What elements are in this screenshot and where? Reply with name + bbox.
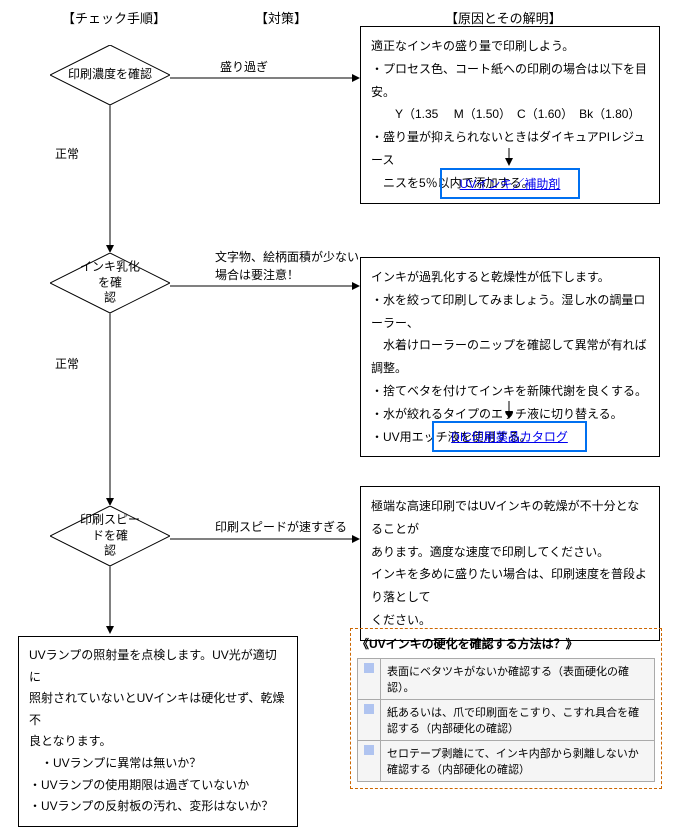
arrow-c1-link	[505, 148, 513, 166]
tips-table: 表面にベタツキがないか確認する（表面硬化の確認）。 紙あるいは、爪で印刷面をこす…	[357, 658, 655, 782]
arrow-c2-link	[505, 401, 513, 419]
arrow-d1-right	[170, 74, 360, 82]
tip-1: 表面にベタツキがないか確認する（表面硬化の確認）。	[381, 659, 655, 700]
diamond-emulsion-text: インキ乳化を確 認	[80, 260, 140, 307]
diamond-speed: 印刷スピードを確 認	[50, 506, 170, 566]
arrow-d2-down	[106, 313, 114, 506]
b4-l5: ・UVランプの使用期限は過ぎていないか	[29, 775, 287, 797]
b4-l6: ・UVランプの反射板の汚れ、変形はないか？	[29, 796, 287, 818]
cause-box-3: 極端な高速印刷ではUVインキの乾燥が不十分となることが あります。適度な速度で印…	[360, 486, 660, 641]
b4-l2: 照射されていないとUVインキは硬化せず、乾燥不	[29, 688, 287, 731]
header-check: 【チェック手順】	[62, 8, 166, 27]
b4-l4: ・UVランプに異常は無いか？	[29, 753, 287, 775]
c2-l1: インキが過乳化すると乾燥性が低下します。	[371, 266, 649, 289]
diamond-emulsion: インキ乳化を確 認	[50, 253, 170, 313]
arrow-d3-right	[170, 535, 360, 543]
header-cause: 【原因とその解明】	[445, 8, 562, 27]
label-e2: 文字物、絵柄面積が少ない 場合は要注意！	[215, 248, 359, 284]
tip-2: 紙あるいは、爪で印刷面をこすり、こすれ具合を確認する（内部硬化の確認）	[381, 700, 655, 741]
tips-title: 《UVインキの硬化を確認する方法は？》	[357, 635, 655, 652]
c1-l2: ・プロセス色、コート紙への印刷の場合は以下を目安。	[371, 58, 649, 104]
label-e3: 印刷スピードが速すぎる	[215, 518, 347, 535]
arrow-d1-down	[106, 105, 114, 253]
c1-l3: Y（1.35 M（1.50） C（1.60） Bk（1.80）	[371, 103, 649, 126]
c2-l4: ・捨てベタを付けてインキを新陳代謝を良くする。	[371, 380, 649, 403]
diamond-speed-text: 印刷スピードを確 認	[80, 513, 140, 560]
label-e1: 盛り過ぎ	[220, 58, 268, 75]
tips-box: 《UVインキの硬化を確認する方法は？》 表面にベタツキがないか確認する（表面硬化…	[350, 628, 662, 789]
c2-l2: ・水を絞って印刷してみましょう。湿し水の調量ローラー、	[371, 289, 649, 335]
square-bullet-icon	[364, 663, 374, 673]
square-bullet-icon	[364, 745, 374, 755]
tip-row-1: 表面にベタツキがないか確認する（表面硬化の確認）。	[358, 659, 655, 700]
link-1[interactable]: UVインキ／補助剤	[460, 177, 561, 191]
label-n1: 正常	[55, 145, 79, 162]
label-n2: 正常	[55, 355, 79, 372]
b4-l3: 良となります。	[29, 731, 287, 753]
square-bullet-icon	[364, 704, 374, 714]
c2-l3: 水着けローラーのニップを確認して異常が有れば調整。	[371, 334, 649, 380]
tip-row-3: セロテープ剥離にて、インキ内部から剥離しないか確認する（内部硬化の確認）	[358, 741, 655, 782]
c3-l2: あります。適度な速度で印刷してください。	[371, 541, 649, 564]
c3-l3: インキを多めに盛りたい場合は、印刷速度を普段より落として	[371, 563, 649, 609]
diamond-density-text: 印刷濃度を確認	[68, 67, 152, 83]
c1-l1: 適正なインキの盛り量で印刷しよう。	[371, 35, 649, 58]
c3-l1: 極端な高速印刷ではUVインキの乾燥が不十分となることが	[371, 495, 649, 541]
b4-l1: UVランプの照射量を点検します。UV光が適切に	[29, 645, 287, 688]
tip-row-2: 紙あるいは、爪で印刷面をこすり、こすれ具合を確認する（内部硬化の確認）	[358, 700, 655, 741]
header-measure: 【対策】	[255, 8, 307, 27]
link-2[interactable]: DIC印刷薬品カタログ	[451, 430, 568, 444]
link-box-1[interactable]: UVインキ／補助剤	[440, 168, 580, 199]
box-uvlamp: UVランプの照射量を点検します。UV光が適切に 照射されていないとUVインキは硬…	[18, 636, 298, 827]
tip-3: セロテープ剥離にて、インキ内部から剥離しないか確認する（内部硬化の確認）	[381, 741, 655, 782]
diamond-density: 印刷濃度を確認	[50, 45, 170, 105]
link-box-2[interactable]: DIC印刷薬品カタログ	[432, 421, 587, 452]
arrow-d3-down	[106, 566, 114, 634]
